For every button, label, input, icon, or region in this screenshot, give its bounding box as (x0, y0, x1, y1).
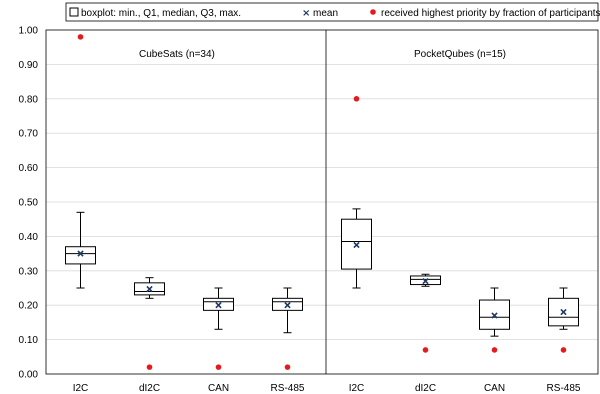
priority-point (560, 347, 567, 353)
box-rs-485 (272, 287, 303, 370)
x-tick-label: dI2C (415, 383, 436, 394)
panel-title-pocketqubes: PocketQubes (n=15) (414, 49, 506, 60)
box-di2c (134, 277, 165, 370)
priority-point (215, 364, 222, 370)
legend-box-icon (69, 7, 79, 17)
x-tick-label: I2C (349, 383, 365, 394)
y-tick-label: 0.50 (19, 198, 39, 209)
box-rs-485 (548, 287, 579, 353)
boxplots (65, 34, 579, 370)
x-tick-label: CAN (484, 383, 505, 394)
y-tick-label: 0.60 (19, 163, 39, 174)
y-tick-label: 0.10 (19, 335, 39, 346)
priority-point (284, 364, 291, 370)
box-i2c (65, 34, 96, 289)
panel-title-cubesats: CubeSats (n=34) (139, 49, 215, 60)
mean-marker (77, 250, 84, 257)
x-tick-label: CAN (208, 383, 229, 394)
legend-mean-label: mean (313, 8, 338, 19)
legend-frame (65, 2, 599, 22)
legend-priority-label: received highest priority by fraction of… (381, 8, 600, 19)
y-tick-label: 0.00 (19, 370, 39, 381)
y-tick-label: 0.20 (19, 301, 39, 312)
box-iqr (65, 246, 96, 265)
priority-point (77, 34, 84, 40)
box-can (479, 287, 510, 353)
y-axis-ticks: 0.00 0.10 0.20 0.30 0.40 0.50 0.60 0.70 0.80 0.90… (19, 26, 39, 381)
box-i2c (341, 96, 372, 289)
x-tick-label: RS-485 (547, 383, 581, 394)
legend: boxplot: min., Q1, median, Q3, max. × me… (65, 2, 600, 22)
priority-point (422, 347, 429, 353)
priority-point (491, 347, 498, 353)
mean-marker (284, 302, 291, 309)
priority-point (353, 96, 360, 102)
mean-marker (560, 308, 567, 316)
y-tick-label: 0.40 (19, 232, 39, 243)
y-tick-label: 0.30 (19, 266, 39, 277)
x-tick-label: dI2C (139, 383, 160, 394)
box-di2c (410, 273, 441, 353)
legend-priority-icon (370, 9, 376, 15)
legend-mean-icon: × (302, 8, 310, 19)
x-axis-ticks: I2C dI2C CAN RS-485 I2C dI2C CAN RS-485 (73, 383, 581, 394)
mean-marker (146, 285, 153, 293)
legend-box-label: boxplot: min., Q1, median, Q3, max. (81, 8, 241, 19)
mean-marker (215, 302, 222, 309)
y-tick-label: 0.80 (19, 94, 39, 105)
x-tick-label: I2C (73, 383, 89, 394)
box-can (203, 287, 234, 370)
y-tick-label: 1.00 (19, 26, 39, 37)
plot-frame (45, 29, 599, 375)
x-tick-label: RS-485 (271, 383, 305, 394)
mean-marker (491, 312, 498, 319)
gridlines (46, 64, 598, 341)
mean-marker (353, 241, 360, 249)
mean-marker (422, 277, 429, 285)
priority-point (146, 364, 153, 370)
y-tick-label: 0.90 (19, 60, 39, 71)
y-tick-label: 0.70 (19, 129, 39, 140)
